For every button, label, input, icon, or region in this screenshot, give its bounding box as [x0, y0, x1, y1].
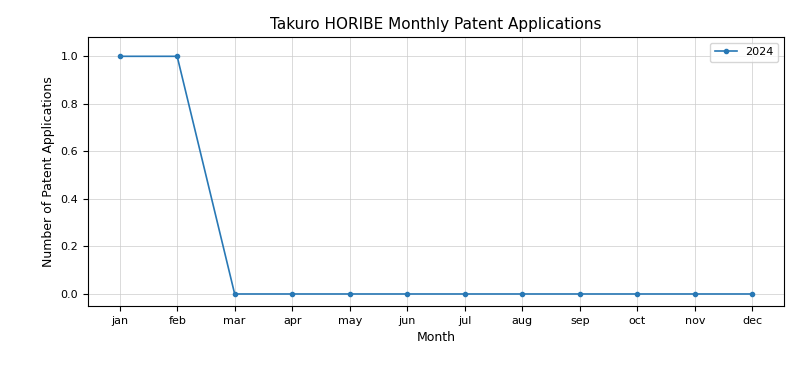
Legend: 2024: 2024 — [710, 43, 778, 62]
2024 — [518, 292, 527, 296]
2024 — [747, 292, 757, 296]
2024 — [115, 54, 125, 59]
Y-axis label: Number of Patent Applications: Number of Patent Applications — [42, 76, 55, 267]
2024 — [230, 292, 239, 296]
2024 — [402, 292, 412, 296]
2024 — [287, 292, 297, 296]
2024 — [172, 54, 182, 59]
X-axis label: Month: Month — [417, 331, 455, 344]
2024 — [633, 292, 642, 296]
Title: Takuro HORIBE Monthly Patent Applications: Takuro HORIBE Monthly Patent Application… — [270, 17, 602, 32]
2024 — [345, 292, 354, 296]
2024 — [460, 292, 470, 296]
2024 — [575, 292, 585, 296]
Line: 2024: 2024 — [118, 54, 754, 296]
2024 — [690, 292, 700, 296]
